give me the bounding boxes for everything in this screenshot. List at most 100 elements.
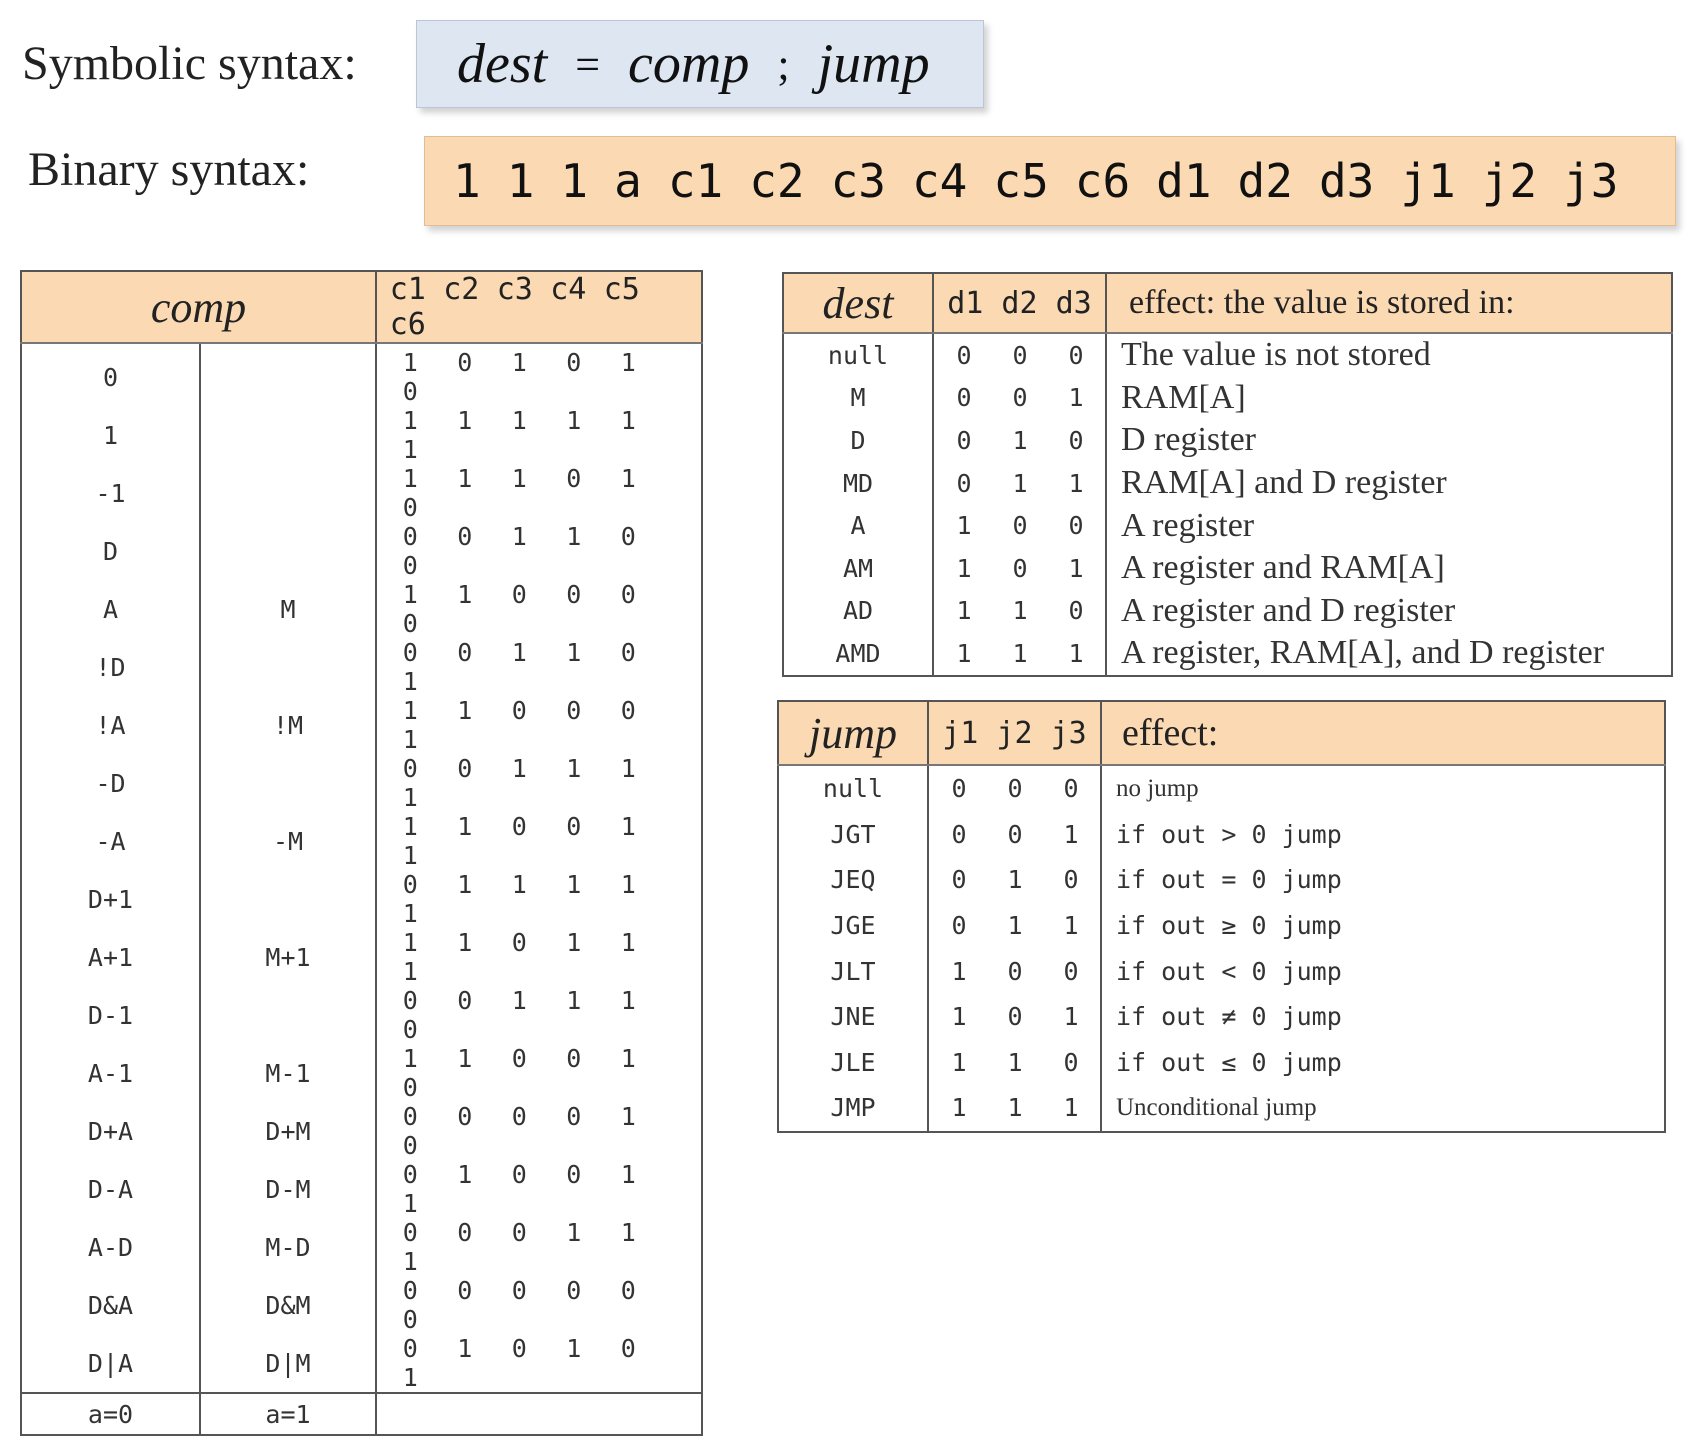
dest-name-cell: AM [783, 546, 934, 590]
comp-bit: 1 [511, 870, 527, 899]
binary-bit: j2 [1481, 154, 1538, 208]
jump-name-cell: JLT [778, 948, 929, 994]
dest-name-cell: AMD [783, 632, 934, 676]
comp-bit: 1 [620, 986, 636, 1015]
comp-bits-cell: 1 0 1 0 10 [376, 343, 702, 406]
comp-bit: 0 [511, 1160, 527, 1189]
jump-effect-cell: if out < 0 jump [1116, 956, 1342, 986]
comp-bit: 0 [402, 870, 418, 899]
comp-bit: 1 [511, 986, 527, 1015]
comp-a0-cell: D+A [21, 1102, 201, 1160]
table-row: -1 1 1 1 0 10 [21, 464, 702, 522]
comp-bit: 1 [402, 841, 418, 870]
table-row: 1 1 1 1 1 11 [21, 406, 702, 464]
dest-bit: 1 [1012, 638, 1028, 668]
comp-a0-cell: D&A [21, 1276, 201, 1334]
comp-bit: 1 [620, 1218, 636, 1247]
jump-name-cell: JLE [778, 1039, 929, 1086]
comp-a1-cell: !M [200, 696, 377, 754]
comp-bit: 1 [457, 1334, 473, 1363]
comp-bit: 1 [566, 870, 582, 899]
comp-bits-cell: 1 1 0 0 00 [376, 580, 702, 638]
comp-bit: 1 [566, 522, 582, 551]
table-row: D+1 0 1 1 1 11 [21, 870, 702, 928]
comp-bits-cell: 1 1 1 0 10 [376, 464, 702, 522]
jump-bit: 1 [1007, 911, 1023, 941]
jump-bit: 0 [1063, 774, 1079, 804]
table-row: D-A D-M 0 1 0 0 11 [21, 1160, 702, 1218]
jump-bit: 0 [1063, 1047, 1079, 1077]
comp-bit: 1 [402, 667, 418, 696]
comp-bit: 0 [402, 1102, 418, 1131]
comp-bits-cell: 0 1 0 1 01 [376, 1334, 702, 1393]
comp-a1-cell [200, 754, 377, 812]
jump-effect-cell: if out ≤ 0 jump [1116, 1047, 1342, 1077]
dest-bits-cell: 1 0 0 [933, 504, 1107, 547]
jump-effect-header: effect: [1101, 701, 1665, 766]
dest-bit: 0 [1068, 511, 1084, 541]
comp-bit: 1 [457, 406, 473, 435]
comp-bits-cell: 0 0 0 1 11 [376, 1218, 702, 1276]
dest-name-cell: null [783, 333, 934, 377]
comp-bit: 1 [402, 1363, 418, 1392]
jump-effect-cell: if out = 0 jump [1116, 865, 1342, 895]
comp-a1-cell: M-1 [200, 1044, 377, 1102]
comp-bit: 1 [457, 928, 473, 957]
dest-bit: 1 [956, 511, 972, 541]
comp-bit: 1 [457, 1160, 473, 1189]
comp-bit: 1 [511, 522, 527, 551]
jump-name-cell: JNE [778, 993, 929, 1040]
jump-header: jump [778, 701, 929, 766]
comp-bit: 0 [457, 522, 473, 551]
table-row: AD 1 1 0 A register and D register [783, 589, 1672, 633]
symbolic-equals: = [575, 39, 601, 89]
jump-bit: 0 [951, 865, 967, 895]
table-row: JMP 1 1 1 Unconditional jump [778, 1085, 1665, 1132]
comp-bit: 1 [566, 754, 582, 783]
comp-bit: 1 [620, 1044, 636, 1073]
binary-bit: d1 [1156, 154, 1212, 208]
jump-effect-cell: no jump [1116, 774, 1199, 802]
comp-bit: 0 [511, 1334, 527, 1363]
comp-bit: 1 [457, 1044, 473, 1073]
table-row: JGT 0 0 1 if out > 0 jump [778, 811, 1665, 858]
binary-bit: c1 [667, 154, 724, 208]
dest-bit: 0 [1012, 553, 1028, 583]
comp-a1-cell [200, 406, 377, 464]
comp-bit: 1 [402, 580, 418, 609]
dest-bit: 1 [1068, 553, 1084, 583]
comp-bit-header: c4 [550, 272, 587, 307]
table-row: MD 0 1 1 RAM[A] and D register [783, 461, 1672, 505]
comp-a0-cell: !A [21, 696, 201, 754]
table-row: A-1 M-1 1 1 0 0 10 [21, 1044, 702, 1102]
comp-bit: 0 [402, 609, 418, 638]
comp-a1-cell: M-D [200, 1218, 377, 1276]
symbolic-semicolon: ; [777, 39, 790, 89]
binary-bit: c6 [1074, 154, 1131, 208]
comp-bit: 0 [457, 986, 473, 1015]
comp-bit: 0 [402, 1276, 418, 1305]
jump-bits-cell: 0 1 0 [928, 857, 1102, 903]
dest-bit: 0 [1012, 340, 1028, 370]
binary-bit: j1 [1400, 154, 1456, 208]
jump-bits-cell: 0 1 1 [928, 902, 1102, 949]
table-row: A M 1 1 0 0 00 [21, 580, 702, 638]
binary-bit: 1 [560, 154, 589, 208]
comp-bit: 0 [511, 1044, 527, 1073]
jump-bit: 1 [951, 1002, 967, 1032]
comp-bit: 0 [402, 754, 418, 783]
dest-bits-cell: 0 1 0 [933, 419, 1107, 462]
jump-bit: 1 [1063, 1093, 1079, 1123]
table-row: D+A D+M 0 0 0 0 10 [21, 1102, 702, 1160]
comp-bit: 1 [620, 348, 636, 377]
comp-bit: 0 [402, 1131, 418, 1160]
dest-table: dest d1 d2 d3 effect: the value is store… [782, 272, 1673, 677]
table-row: JLT 1 0 0 if out < 0 jump [778, 948, 1665, 994]
jump-bit: 0 [1063, 956, 1079, 986]
comp-bit-header: c5 [603, 272, 640, 307]
comp-bit: 1 [402, 783, 418, 812]
dest-bit: 0 [1068, 340, 1084, 370]
comp-bit: 0 [511, 1102, 527, 1131]
binary-bit: c2 [749, 154, 805, 208]
